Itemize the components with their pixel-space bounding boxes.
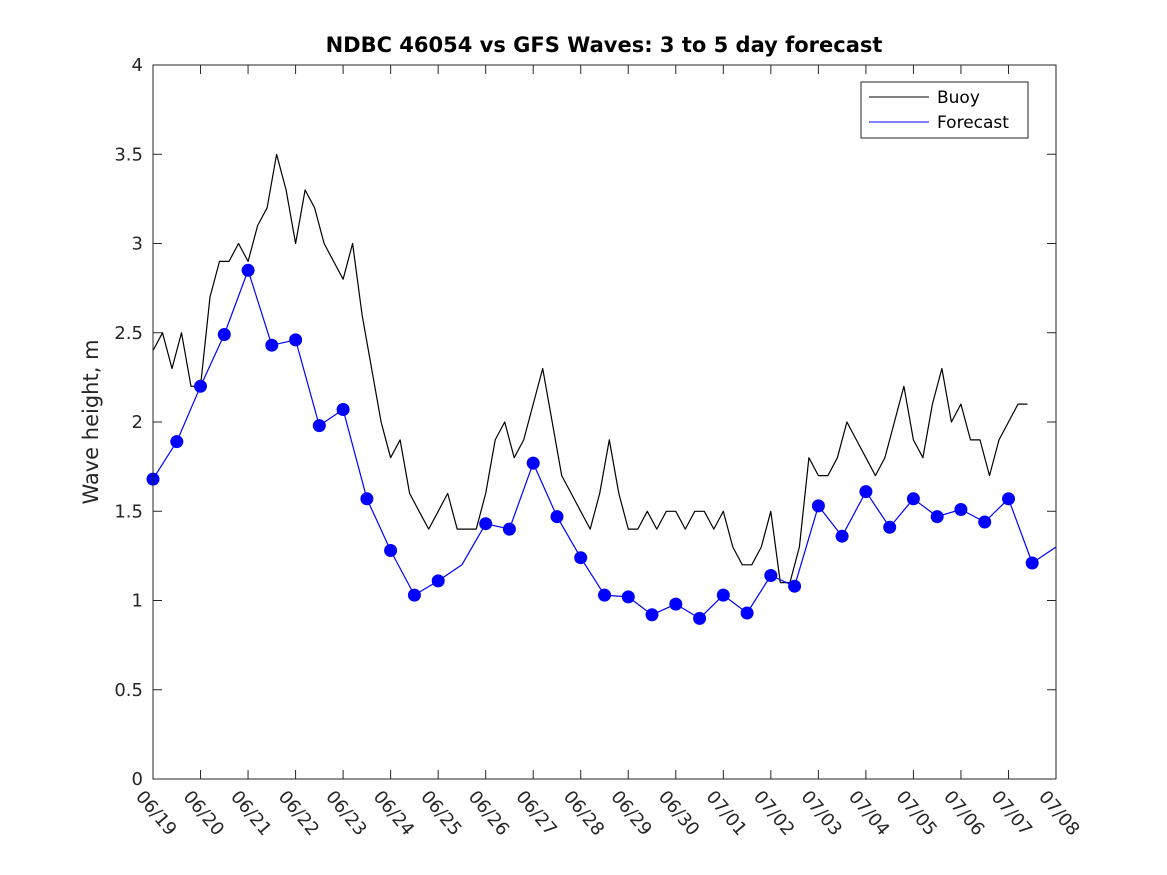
y-axis-label: Wave height, m bbox=[79, 339, 103, 504]
forecast-marker bbox=[502, 522, 516, 536]
forecast-marker bbox=[669, 597, 683, 611]
forecast-marker bbox=[526, 456, 540, 470]
forecast-marker bbox=[360, 492, 374, 506]
forecast-marker bbox=[170, 435, 184, 449]
forecast-marker bbox=[550, 510, 564, 524]
axes-frame bbox=[152, 64, 1057, 780]
forecast-marker bbox=[479, 517, 493, 531]
forecast-marker bbox=[574, 551, 588, 565]
plot-area: 00.511.522.533.5406/1906/2006/2106/2206/… bbox=[114, 55, 1083, 840]
forecast-marker bbox=[954, 503, 968, 516]
forecast-marker bbox=[645, 608, 659, 622]
forecast-marker bbox=[835, 529, 849, 543]
forecast-marker bbox=[384, 544, 398, 557]
axes-background bbox=[153, 65, 1056, 779]
y-tick-label: 4 bbox=[132, 55, 143, 76]
forecast-marker bbox=[1025, 556, 1039, 570]
forecast-marker bbox=[621, 590, 635, 604]
legend-box bbox=[860, 81, 1029, 139]
forecast-marker bbox=[788, 579, 802, 593]
legend: Buoy Forecast bbox=[860, 81, 1029, 139]
y-tick-label: 2.5 bbox=[114, 323, 143, 344]
chart-title: NDBC 46054 vs GFS Waves: 3 to 5 day fore… bbox=[326, 33, 883, 57]
legend-buoy-label: Buoy bbox=[937, 88, 980, 108]
forecast-marker bbox=[740, 606, 754, 620]
forecast-marker bbox=[883, 520, 897, 534]
forecast-marker bbox=[407, 588, 421, 602]
y-tick-label: 2 bbox=[132, 412, 143, 433]
forecast-marker bbox=[1002, 492, 1015, 506]
forecast-marker bbox=[716, 588, 730, 602]
forecast-marker bbox=[431, 574, 445, 588]
forecast-marker bbox=[241, 263, 255, 277]
series-line-buoy bbox=[152, 153, 1028, 584]
forecast-marker bbox=[693, 611, 707, 625]
forecast-marker bbox=[312, 419, 326, 433]
forecast-marker bbox=[217, 328, 231, 341]
forecast-marker bbox=[336, 403, 350, 416]
forecast-marker bbox=[598, 588, 611, 602]
forecast-marker bbox=[859, 485, 873, 499]
forecast-marker bbox=[194, 379, 207, 393]
forecast-marker bbox=[764, 569, 778, 582]
forecast-marker bbox=[265, 338, 279, 352]
forecast-marker bbox=[289, 333, 303, 347]
y-tick-label: 3.5 bbox=[114, 144, 143, 165]
legend-forecast-label: Forecast bbox=[937, 113, 1009, 133]
forecast-marker bbox=[978, 515, 992, 529]
y-tick-label: 1 bbox=[132, 591, 143, 612]
forecast-marker bbox=[811, 499, 825, 513]
y-tick-label: 1.5 bbox=[114, 501, 143, 522]
forecast-marker bbox=[906, 492, 920, 506]
forecast-marker bbox=[930, 510, 944, 524]
y-tick-label: 0.5 bbox=[114, 680, 143, 701]
y-tick-label: 3 bbox=[132, 234, 143, 255]
y-tick-label: 0 bbox=[132, 769, 143, 790]
